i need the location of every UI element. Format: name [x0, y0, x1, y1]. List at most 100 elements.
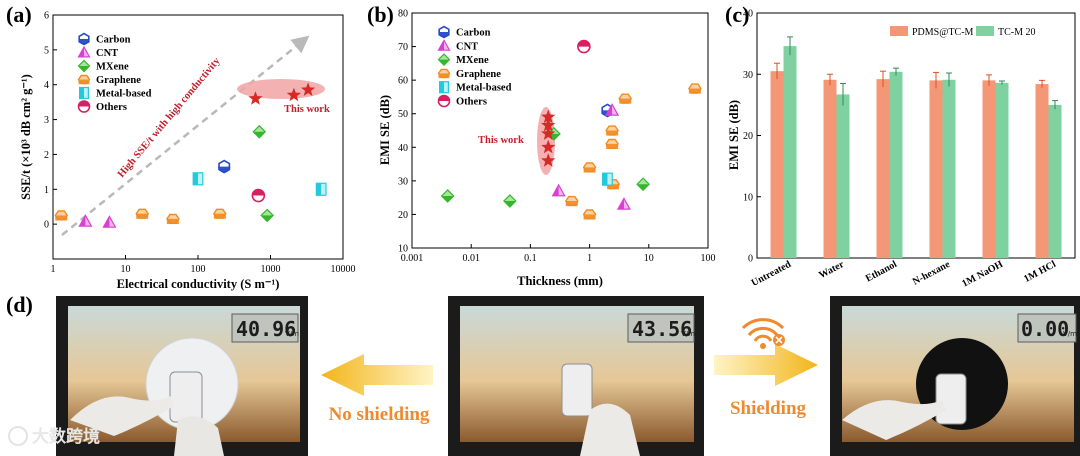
category-label: 1M HCl — [1022, 259, 1058, 285]
y-axis-label-a: SSE/t (×10³ dB cm² g⁻¹) — [19, 74, 33, 200]
y-tick-label: 0 — [748, 254, 753, 265]
category-label: Water — [817, 259, 846, 281]
meter-reading-mid: 43.56 — [632, 317, 692, 341]
legend-label: Carbon — [96, 35, 131, 46]
point-mxene — [260, 208, 275, 223]
bar-tcm-water — [836, 94, 850, 259]
legend-label: PDMS@TC-M 20 — [912, 27, 986, 38]
arrow-right — [714, 344, 818, 386]
error-bar — [986, 74, 992, 86]
legend-marker-graphene — [437, 68, 451, 79]
legend-label: Metal-based — [456, 83, 512, 94]
x-tick-label: 10 — [644, 253, 654, 264]
legend-label: CNT — [96, 48, 118, 59]
photo-no-shielding: 40.96 V/m — [56, 296, 308, 456]
point-mxene — [636, 177, 650, 192]
error-bar — [787, 36, 793, 56]
point-this-work — [301, 82, 316, 96]
bar-tcm-n-hexane — [942, 79, 956, 258]
legend-label: Carbon — [456, 28, 491, 39]
y-tick-label: 6 — [44, 11, 49, 22]
point-metal-based — [602, 172, 613, 186]
glove-hand-mid — [580, 403, 640, 456]
category-label: 1M NaOH — [960, 259, 1005, 290]
point-cnt — [551, 183, 566, 197]
y-tick-label: 60 — [398, 76, 408, 87]
legend-marker-graphene — [77, 74, 91, 85]
point-cnt — [78, 214, 93, 227]
y-tick-label: 40 — [743, 9, 753, 20]
x-tick-label: 1 — [51, 264, 56, 275]
error-bar — [880, 70, 886, 88]
legend-marker-mxene — [77, 59, 91, 73]
error-bar — [840, 82, 846, 106]
legend-marker-carbon — [438, 25, 450, 39]
x-tick-label: 0.1 — [524, 253, 537, 264]
meter-reading-right: 0.00 — [1021, 317, 1069, 341]
point-this-work — [541, 126, 556, 140]
bar-pdms-1m-hcl — [1035, 84, 1049, 258]
chart-c: 0 10 20 30 40 PDMS@TC-M 20 TC-M 20 Untreated W… — [727, 9, 1076, 290]
point-others — [577, 39, 591, 54]
meter-reading-left: 40.96 — [236, 317, 296, 341]
panel-label-d: (d) — [6, 292, 33, 317]
legend-marker-cnt — [437, 39, 451, 51]
point-graphene — [582, 209, 597, 220]
glove-hand-left — [70, 396, 174, 436]
error-bar — [999, 80, 1005, 85]
point-graphene — [212, 208, 227, 219]
meter-unit-right: V/m — [1063, 330, 1077, 338]
point-graphene — [582, 162, 597, 173]
point-graphene — [618, 93, 633, 104]
meter-display-left — [231, 313, 299, 343]
point-graphene — [166, 213, 180, 225]
point-graphene — [605, 125, 619, 136]
x-axis-label-b: Thickness (mm) — [517, 274, 603, 288]
point-mxene — [503, 194, 517, 208]
x-tick-label: 100 — [191, 264, 206, 275]
legend-marker-metal-based — [78, 86, 89, 100]
field-meter-right — [935, 373, 967, 425]
legend-label: Others — [96, 102, 127, 113]
bar-tcm-1m-hcl — [1048, 104, 1062, 258]
x-axis-label-a: Electrical conductivity (S m⁻¹) — [117, 277, 280, 291]
legend-label: MXene — [456, 55, 489, 66]
bar-pdms-untreated — [770, 71, 784, 258]
photo-shielding: 0.00 V/m — [830, 296, 1080, 456]
point-carbon — [218, 159, 231, 174]
error-bar — [1039, 79, 1045, 88]
field-meter-mid — [561, 363, 593, 417]
bar-tcm-1m-naoh — [995, 82, 1009, 258]
y-tick-label: 80 — [398, 9, 408, 20]
x-tick-label: 10 — [121, 264, 131, 275]
legend-marker-others — [437, 94, 451, 108]
point-this-work — [541, 109, 556, 124]
y-tick-label: 10 — [743, 192, 753, 203]
category-label: N-hexane — [911, 259, 952, 288]
point-cnt — [605, 103, 620, 116]
shielding-label: Shielding — [730, 398, 807, 419]
point-this-work — [541, 118, 556, 132]
point-cnt — [102, 215, 117, 228]
y-axis-label-b: EMI SE (dB) — [378, 95, 392, 165]
plot-frame-b — [411, 12, 709, 249]
panel-label-b: (b) — [367, 2, 394, 27]
legend-label: Graphene — [456, 69, 501, 80]
point-this-work — [248, 91, 263, 105]
x-tick-label: 1 — [587, 253, 592, 264]
legend-label: TC-M 20 — [998, 27, 1036, 38]
y-tick-label: 40 — [398, 143, 408, 154]
point-this-work — [541, 139, 556, 154]
point-metal-based — [315, 182, 327, 196]
y-tick-label: 4 — [44, 80, 49, 91]
legend-swatch — [890, 26, 908, 36]
error-bar — [1052, 100, 1058, 110]
plot-frame-c — [756, 12, 1076, 259]
error-bar — [933, 71, 939, 89]
bar-pdms-n-hexane — [929, 80, 943, 258]
y-tick-label: 0 — [44, 220, 49, 231]
y-tick-label: 70 — [398, 42, 408, 53]
bar-pdms-1m-naoh — [982, 80, 996, 258]
